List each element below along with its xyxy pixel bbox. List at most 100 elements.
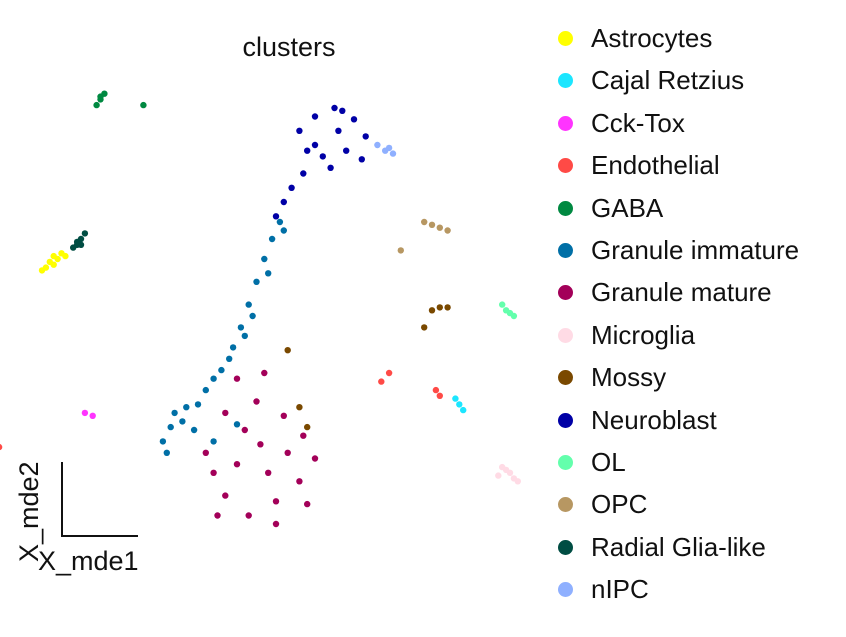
data-point: [444, 227, 451, 234]
data-point: [432, 386, 440, 394]
cluster-astrocytes: [38, 250, 69, 274]
legend-label: Cck-Tox: [591, 107, 685, 138]
data-point: [179, 418, 186, 425]
legend-item: Granule mature: [558, 276, 846, 308]
data-point: [304, 423, 311, 431]
data-point: [343, 147, 350, 154]
cluster-microglia: [495, 463, 521, 485]
data-point: [210, 469, 217, 476]
data-point: [202, 449, 209, 456]
cluster-neuroblast: [272, 104, 369, 220]
legend-item: Granule immature: [558, 234, 846, 265]
data-point: [50, 261, 57, 268]
data-point: [245, 512, 252, 519]
data-point: [335, 127, 342, 134]
data-point: [253, 398, 260, 405]
cluster-mossy: [284, 304, 451, 431]
legend-swatch: [558, 370, 573, 386]
legend-label: Mossy: [591, 362, 667, 393]
plot-title: clusters: [242, 32, 336, 62]
data-point: [385, 144, 393, 152]
data-point: [233, 421, 241, 428]
data-point: [249, 312, 256, 320]
legend-swatch: [558, 243, 573, 258]
legend-swatch: [558, 200, 573, 216]
data-point: [296, 404, 303, 411]
cluster-gaba: [93, 90, 147, 109]
legend-swatch: [558, 455, 573, 470]
legend-item: Mossy: [558, 361, 846, 393]
data-point: [218, 366, 225, 374]
data-point: [257, 441, 264, 448]
data-point: [253, 278, 260, 285]
legend-item: Cajal Retzius: [558, 64, 846, 95]
data-point: [210, 438, 217, 445]
data-point: [495, 472, 502, 479]
data-point: [222, 492, 229, 499]
data-point: [421, 324, 428, 331]
legend-label: nIPC: [591, 574, 649, 605]
data-point: [436, 392, 443, 399]
data-point: [327, 164, 334, 171]
data-point: [385, 369, 393, 377]
legend-item: Astrocytes: [558, 22, 846, 53]
data-point: [233, 461, 241, 468]
legend-swatch: [558, 31, 573, 46]
legend-swatch: [558, 497, 573, 513]
legend-item: GABA: [558, 192, 846, 223]
data-point: [202, 386, 209, 394]
data-point: [163, 449, 170, 456]
data-point: [456, 401, 463, 408]
data-point: [499, 301, 506, 308]
legend-label: Astrocytes: [591, 23, 713, 53]
data-point: [237, 324, 245, 331]
data-point: [374, 141, 381, 149]
legend-label: Endothelial: [591, 150, 720, 181]
legend-label: OL: [591, 447, 626, 477]
data-point: [81, 230, 89, 237]
data-point: [265, 270, 272, 277]
data-point: [0, 444, 3, 451]
data-point: [319, 153, 326, 160]
legend-item: OL: [558, 446, 846, 477]
legend-label: OPC: [591, 489, 648, 520]
data-point: [421, 218, 428, 226]
legend-item: Radial Glia-like: [558, 531, 846, 562]
legend-swatch: [558, 327, 573, 343]
cluster-nipc: [374, 141, 397, 157]
data-point: [93, 101, 100, 109]
data-point: [276, 218, 284, 226]
data-point: [339, 107, 346, 115]
data-point: [245, 301, 252, 308]
data-point: [436, 304, 443, 311]
legend-swatch: [558, 158, 573, 174]
x-axis-label: X_mde1: [38, 546, 139, 576]
legend-item: Cck-Tox: [558, 107, 846, 138]
legend-label: Granule immature: [591, 235, 800, 265]
data-point: [210, 375, 217, 382]
data-point: [311, 455, 319, 462]
data-point: [261, 369, 268, 377]
data-point: [268, 235, 276, 243]
data-point: [89, 412, 96, 419]
data-point: [229, 344, 237, 351]
cluster-cajal-retzius: [452, 395, 467, 414]
data-point: [397, 247, 404, 254]
data-point: [428, 221, 436, 228]
data-point: [300, 432, 307, 439]
data-point: [428, 307, 436, 314]
data-point: [436, 224, 443, 231]
data-point: [272, 520, 280, 528]
data-point: [167, 423, 174, 431]
data-point: [183, 404, 190, 411]
data-point: [272, 213, 280, 220]
legend-item: Neuroblast: [558, 404, 846, 435]
legend-label: Granule mature: [591, 277, 772, 308]
legend-swatch: [558, 539, 573, 555]
data-point: [222, 409, 229, 417]
data-point: [452, 395, 459, 402]
data-point: [389, 150, 397, 157]
data-point: [358, 156, 365, 163]
cluster-cck-tox: [81, 409, 96, 419]
